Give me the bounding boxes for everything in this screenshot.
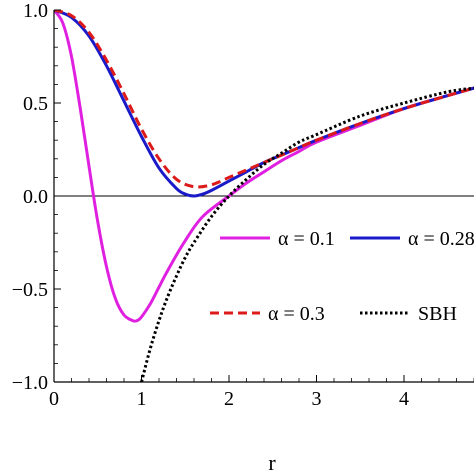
axes: 0 1 2 3 4 −1.0 −0.5 0.0 0.5 1.0 [12, 0, 474, 410]
legend: α = 0.1 α = 0.28 α = 0.3 SBH [210, 228, 474, 325]
series-line-0 [54, 10, 474, 323]
y-tick-label: −1.0 [12, 372, 48, 394]
y-tick-label: 0.5 [23, 93, 48, 115]
y-tick-label: 1.0 [23, 0, 48, 22]
legend-label-2: α = 0.3 [268, 303, 325, 325]
legend-label-3: SBH [418, 303, 457, 325]
y-tick-label: −0.5 [12, 279, 48, 301]
legend-label-1: α = 0.28 [408, 228, 474, 250]
series-line-1 [54, 10, 474, 198]
series-layer [54, 10, 474, 382]
series-line-2 [54, 10, 474, 189]
x-tick-label: 1 [137, 388, 147, 410]
x-tick-label: 4 [399, 388, 409, 410]
x-axis-label: r [268, 450, 276, 474]
x-tick-label: 3 [312, 388, 322, 410]
series-line-3 [140, 86, 474, 382]
x-tick-label: 2 [224, 388, 234, 410]
y-tick-label: 0.0 [23, 186, 48, 208]
x-tick-label: 0 [49, 388, 59, 410]
legend-label-0: α = 0.1 [278, 228, 335, 250]
